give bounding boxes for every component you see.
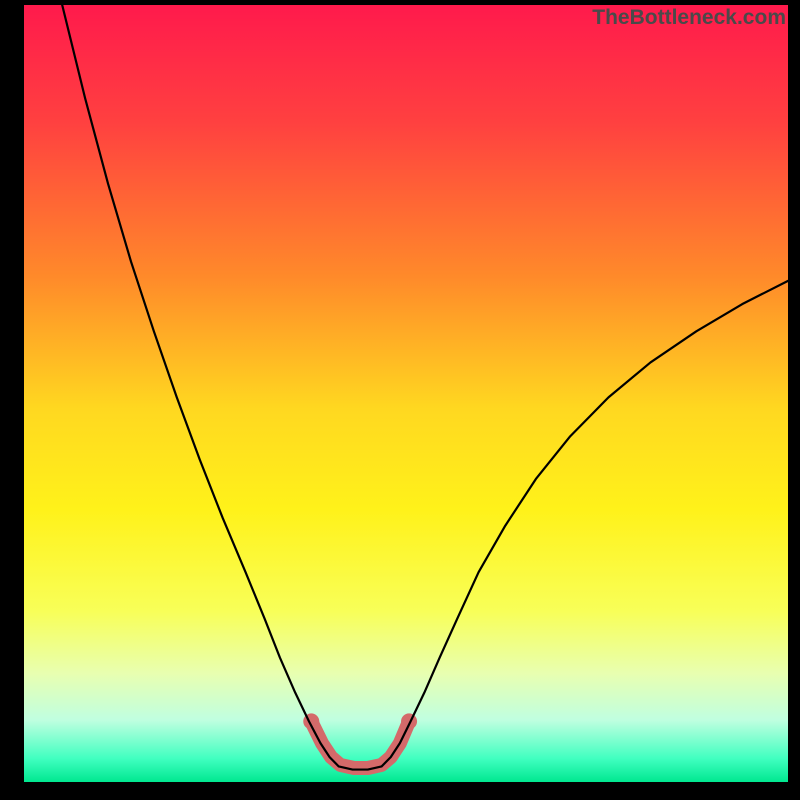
trough-marker-right xyxy=(401,713,417,729)
chart-background xyxy=(24,5,788,782)
bottleneck-curve-chart xyxy=(24,5,788,782)
watermark: TheBottleneck.com xyxy=(592,6,786,30)
chart-svg xyxy=(24,5,788,782)
